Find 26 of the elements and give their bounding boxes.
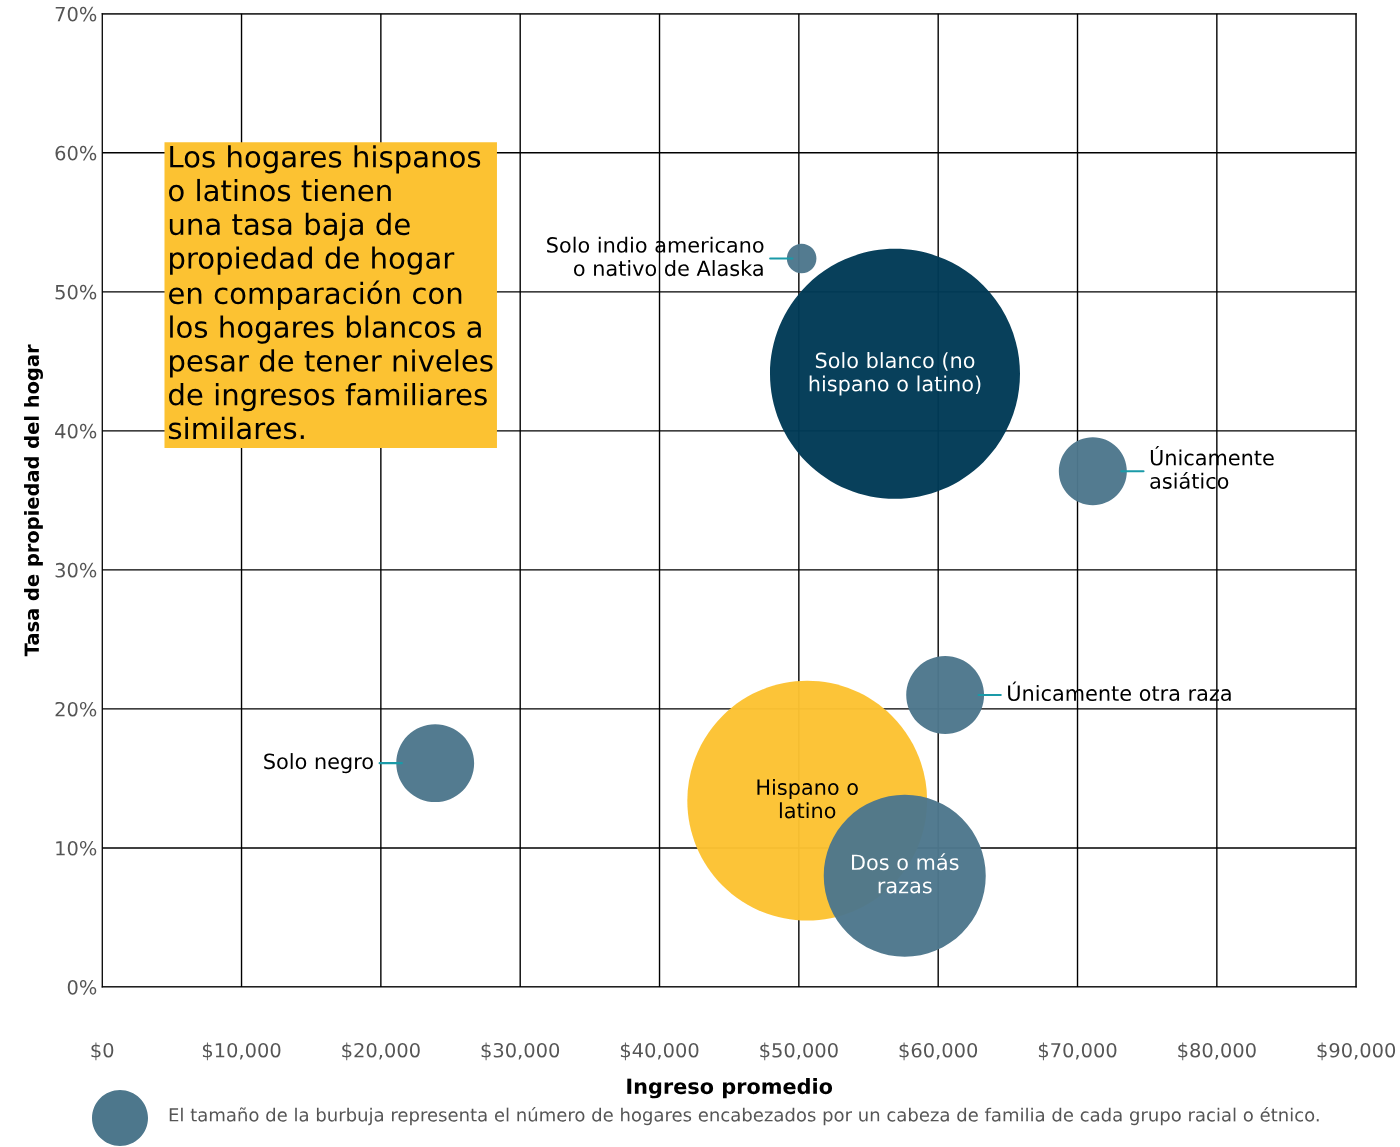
y-tick-label: 70% xyxy=(55,6,97,22)
series-label: Hispano o latino xyxy=(757,778,858,819)
y-axis-title: Tasa de propiedad del hogar xyxy=(24,344,44,657)
y-tick-label: 20% xyxy=(55,701,97,717)
y-tick-label: 0% xyxy=(67,979,97,995)
series-label: Solo negro xyxy=(264,753,373,774)
y-tick-label: 60% xyxy=(55,145,97,161)
y-tick-label: 30% xyxy=(55,562,97,578)
text: El tamaño de la burbuja representa el número de hogares encabezados por un cabeza de familia de cada grupo racial o étnico. xyxy=(169,1106,1319,1126)
text: Los hogares hispanos o latinos tienen una tasa baja de propiedad de hogar en comparación con los hogares blancos a pesar de tener niveles de ingresos familiares similares. xyxy=(168,145,493,440)
y-tick-label: 40% xyxy=(55,423,97,439)
series-label: Solo blanco (no hispano o latino) xyxy=(809,352,981,396)
x-axis-title: Ingreso promedio xyxy=(627,1078,833,1099)
x-tick-label: $90,000 xyxy=(1317,1042,1396,1061)
y-tick-label: 10% xyxy=(56,840,97,856)
x-tick-label: $40,000 xyxy=(620,1042,699,1061)
x-tick-label: $50,000 xyxy=(760,1042,838,1061)
y-tick-label: 50% xyxy=(55,284,97,300)
series-label: Dos o más razas xyxy=(852,853,959,894)
x-tick-label: $0 xyxy=(91,1042,114,1061)
x-tick-label: $30,000 xyxy=(481,1042,560,1061)
x-tick-label: $10,000 xyxy=(202,1042,281,1061)
x-tick-label: $80,000 xyxy=(1178,1042,1256,1061)
x-tick-label: $60,000 xyxy=(899,1042,978,1061)
x-tick-label: $70,000 xyxy=(1038,1042,1117,1061)
x-tick-label: $20,000 xyxy=(342,1042,420,1061)
